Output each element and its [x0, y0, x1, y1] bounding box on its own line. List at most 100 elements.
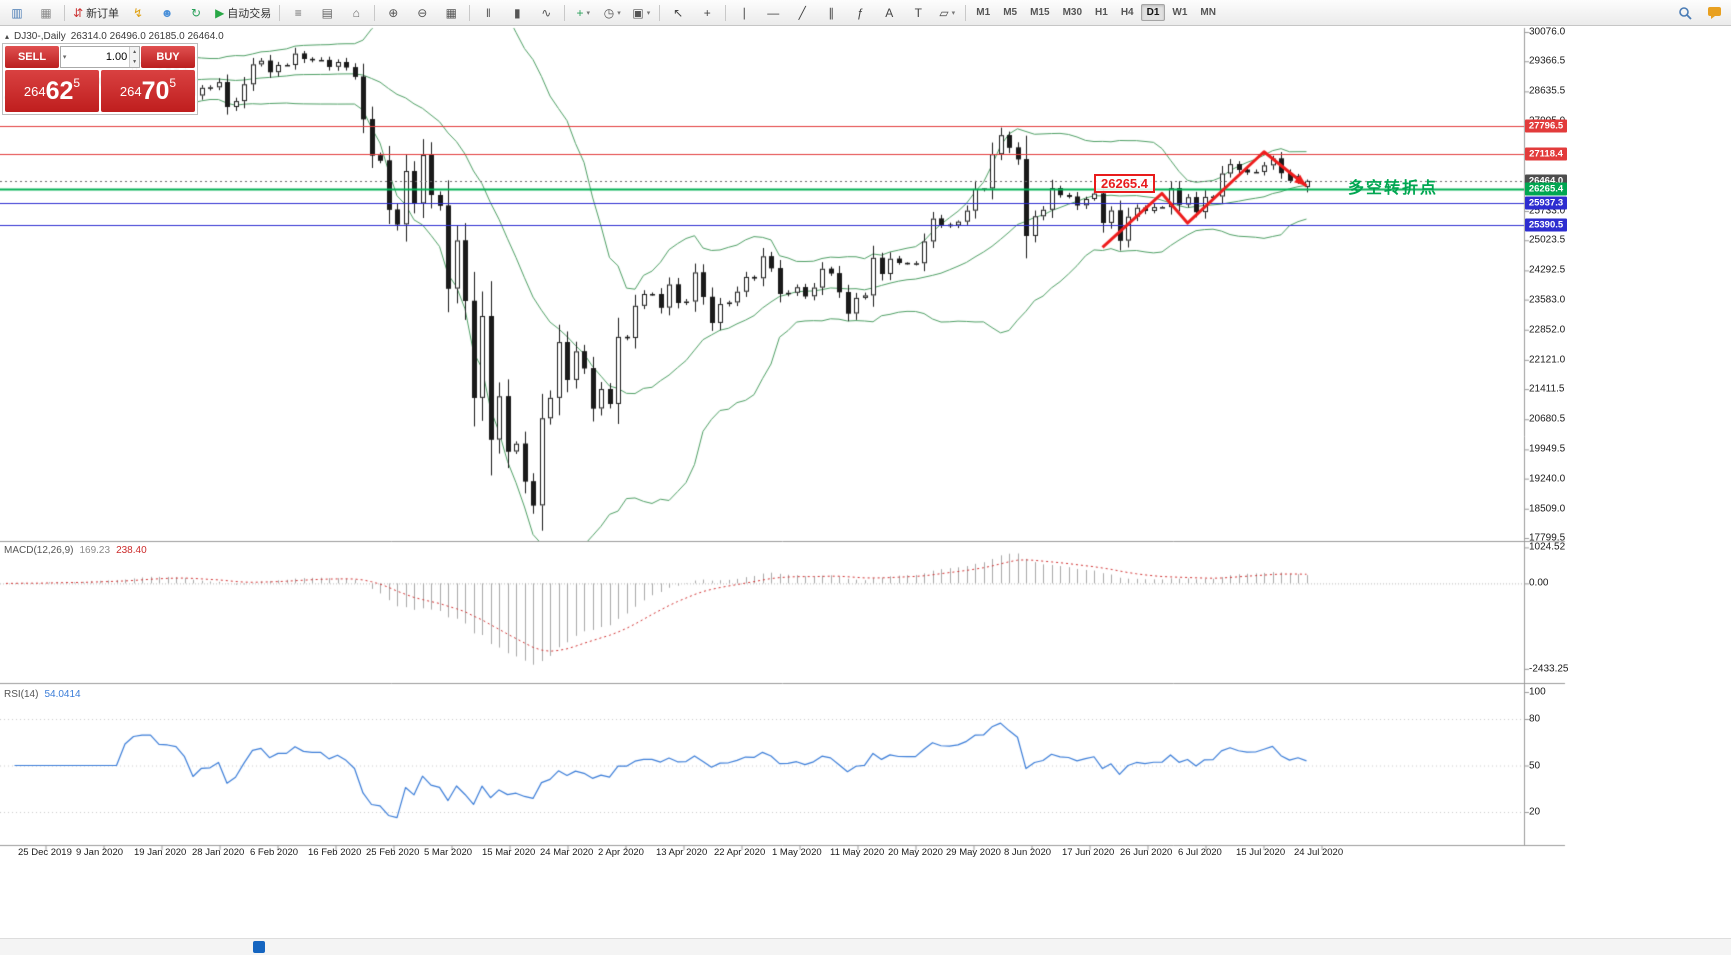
refresh-button[interactable]: ↻	[182, 2, 210, 24]
toolbar-separator	[64, 4, 65, 21]
macd-label: MACD(12,26,9) 169.23 238.40	[4, 545, 147, 556]
sell-price-decimal: 5	[73, 76, 81, 90]
y-axis-label: 19949.5	[1529, 443, 1566, 455]
crosshair-button[interactable]: +	[693, 2, 721, 24]
price-tag-25937.3[interactable]: 25937.3	[1525, 196, 1567, 210]
horizontal-line-icon: ―	[767, 5, 780, 20]
date-label: 6 Feb 2020	[250, 847, 299, 858]
fibonacci-button[interactable]: ƒ	[846, 2, 874, 24]
timeframe-d1[interactable]: D1	[1140, 4, 1166, 21]
auto-trading-button[interactable]: ▶ 自动交易	[211, 2, 275, 24]
new-order-button[interactable]: ⇵ 新订单	[69, 2, 123, 24]
buy-price-display[interactable]: 264 70 5	[101, 70, 195, 112]
bar-chart-button[interactable]: ‖	[474, 2, 502, 24]
toolbar-separator	[564, 4, 566, 21]
price-tag-27118.4[interactable]: 27118.4	[1525, 147, 1567, 161]
timeframe-m1[interactable]: M1	[976, 7, 991, 18]
date-label: 24 Jul 2020	[1294, 847, 1344, 858]
shapes-button[interactable]: ▱ ▾	[933, 2, 961, 24]
volume-up-button[interactable]: ▲	[130, 47, 139, 57]
panel-collapse-icon[interactable]: ▴	[5, 32, 10, 41]
search-button[interactable]	[1671, 2, 1699, 24]
taskbar	[0, 938, 1731, 955]
profiles-button[interactable]: ▦	[32, 2, 60, 24]
templates-button[interactable]: ▣ ▾	[627, 2, 655, 24]
date-label: 15 Jul 2020	[1236, 847, 1286, 858]
buy-price-prefix: 264	[119, 83, 142, 99]
vertical-line-button[interactable]: ∣	[730, 2, 758, 24]
volume-input[interactable]	[68, 47, 130, 67]
sell-price-display[interactable]: 264 62 5	[5, 70, 99, 112]
price-tag-26265.4[interactable]: 26265.4	[1525, 182, 1567, 196]
zoom-in-button[interactable]: ⊕	[379, 2, 407, 24]
new-chart-button[interactable]: ▥	[3, 2, 31, 24]
label-button[interactable]: T	[904, 2, 932, 24]
channel-button[interactable]: ∥	[817, 2, 845, 24]
timeframe-w1[interactable]: W1	[1172, 7, 1188, 18]
chevron-down-icon: ▾	[617, 9, 621, 17]
toolbar-separator	[725, 4, 727, 21]
taskbar-item-icon[interactable]	[253, 941, 265, 953]
vertical-line-icon: ∣	[741, 5, 748, 20]
new-order-button-label: 新订单	[86, 7, 120, 20]
add-indicator-button[interactable]: + ▾	[569, 2, 597, 24]
navigator-icon: ⌂	[352, 5, 360, 20]
price-tag-25390.5[interactable]: 25390.5	[1525, 218, 1567, 232]
tile-windows-button[interactable]: ▦	[437, 2, 465, 24]
sell-button[interactable]: SELL	[5, 46, 59, 68]
period-button[interactable]: ◷ ▾	[598, 2, 626, 24]
trendline-icon: ╱	[798, 5, 806, 20]
date-label: 16 Feb 2020	[308, 847, 362, 858]
line-chart-button[interactable]: ∿	[532, 2, 560, 24]
y-axis-label: 25023.5	[1529, 234, 1566, 246]
timeframe-mn[interactable]: MN	[1200, 7, 1216, 18]
volume-down-button[interactable]: ▼	[130, 57, 139, 67]
timeframe-h4[interactable]: H4	[1120, 7, 1134, 18]
macd-value-signal: 238.40	[116, 545, 147, 556]
timeframe-group: M1 M5 M15 M30 H1 H4 D1 W1 MN	[970, 4, 1222, 21]
buy-price-big-digits: 70	[141, 76, 170, 105]
y-axis-label: 30076.0	[1529, 26, 1566, 38]
market-watch-button[interactable]: ≡	[284, 2, 312, 24]
zoom-out-button[interactable]: ⊖	[408, 2, 436, 24]
timeframe-m5[interactable]: M5	[1003, 7, 1018, 18]
community-button[interactable]: ☻	[153, 2, 181, 24]
price-tag-27796.5[interactable]: 27796.5	[1525, 119, 1567, 133]
navigator-button[interactable]: ⌂	[342, 2, 370, 24]
rsi-axis-label: 80	[1529, 713, 1541, 725]
rsi-axis-label: 100	[1529, 686, 1546, 698]
timeframe-m15[interactable]: M15	[1030, 7, 1050, 18]
turning-point-note[interactable]: 多空转折点	[1348, 180, 1439, 197]
one-click-trading-button[interactable]: ↯	[124, 2, 152, 24]
macd-axis-label: -2433.25	[1529, 663, 1569, 675]
timeframe-m30[interactable]: M30	[1062, 7, 1083, 18]
buy-button[interactable]: BUY	[141, 46, 195, 68]
date-label: 11 May 2020	[830, 847, 885, 858]
data-window-button[interactable]: ▤	[313, 2, 341, 24]
toolbar-separator	[965, 4, 967, 21]
zoom-out-icon: ⊖	[417, 5, 428, 20]
rsi-name: RSI(14)	[4, 689, 39, 700]
volume-dropdown[interactable]: ▾	[62, 54, 67, 61]
trendline-button[interactable]: ╱	[788, 2, 816, 24]
volume-spinner: ▲ ▼	[129, 47, 139, 67]
text-button[interactable]: A	[875, 2, 903, 24]
date-label: 25 Feb 2020	[366, 847, 420, 858]
candlestick-chart-button[interactable]: ▮	[503, 2, 531, 24]
horizontal-line-button[interactable]: ―	[759, 2, 787, 24]
one-click-trading-icon: ↯	[133, 5, 144, 20]
toolbar-separator	[374, 4, 376, 21]
rsi-value: 54.0414	[44, 689, 81, 700]
y-axis-label: 21411.5	[1529, 383, 1565, 395]
toolbar-separator	[469, 4, 471, 21]
volume-field: ▾ ▲ ▼	[60, 46, 140, 68]
date-label: 20 May 2020	[888, 847, 943, 858]
chat-button[interactable]	[1700, 2, 1728, 24]
y-axis-label: 18509.0	[1529, 503, 1566, 515]
timeframe-h1[interactable]: H1	[1095, 7, 1108, 18]
cursor-button[interactable]: ↖	[664, 2, 692, 24]
price-level-callout[interactable]: 26265.4	[1094, 174, 1155, 193]
trade-panel-controls: SELL ▾ ▲ ▼ BUY	[5, 46, 195, 68]
